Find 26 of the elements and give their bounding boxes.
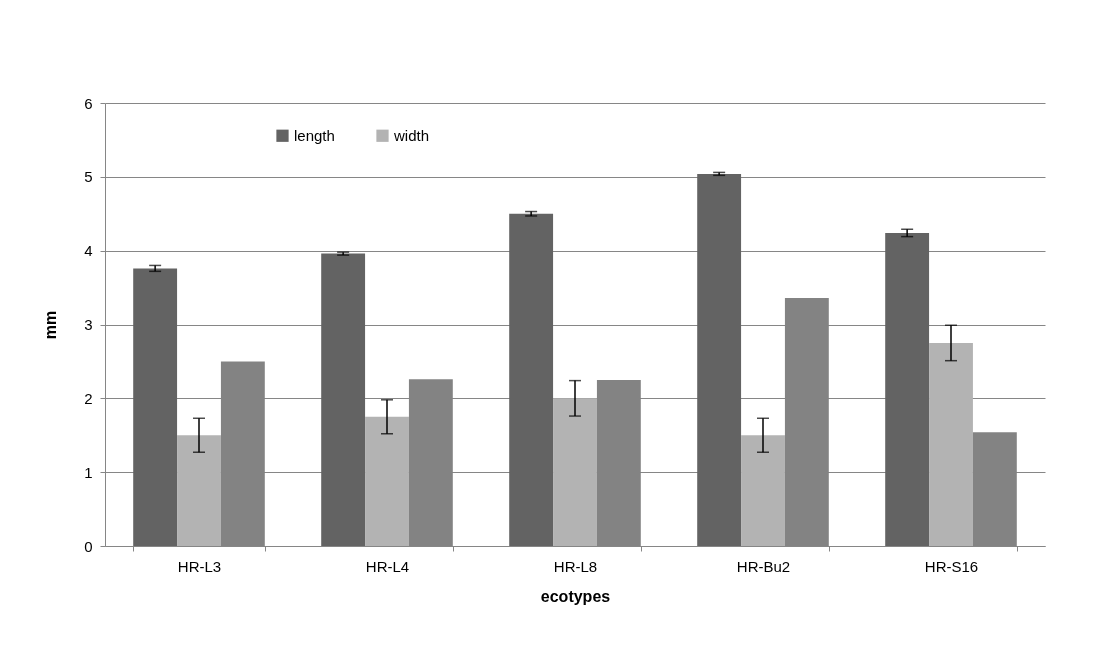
bar <box>553 398 597 546</box>
bar <box>177 435 221 546</box>
y-tick-label: 0 <box>84 537 93 555</box>
y-tick-label: 5 <box>84 168 93 186</box>
y-tick-label: 2 <box>84 389 93 407</box>
bar <box>697 173 742 546</box>
y-tick-label: 3 <box>84 316 93 333</box>
x-tick-label: HR-L4 <box>365 557 410 575</box>
legend-label: length <box>294 126 335 144</box>
x-tick-label: HR-Bu2 <box>736 557 791 575</box>
x-axis-title: ecotypes <box>540 587 611 605</box>
bar <box>509 213 554 546</box>
y-tick-label: 1 <box>84 463 93 481</box>
bar <box>885 232 930 546</box>
bar <box>929 342 973 546</box>
bar <box>741 435 785 546</box>
bar <box>133 268 178 546</box>
x-tick-label: HR-L8 <box>553 557 598 575</box>
bar <box>321 253 366 546</box>
x-tick-label: HR-S16 <box>924 557 979 575</box>
x-tick-label: HR-L3 <box>177 557 222 575</box>
y-tick-label: 6 <box>84 94 93 112</box>
legend-label: width <box>393 126 430 144</box>
bar <box>365 416 409 546</box>
y-axis-title: mm <box>42 310 60 340</box>
y-tick-label: 4 <box>84 242 93 260</box>
